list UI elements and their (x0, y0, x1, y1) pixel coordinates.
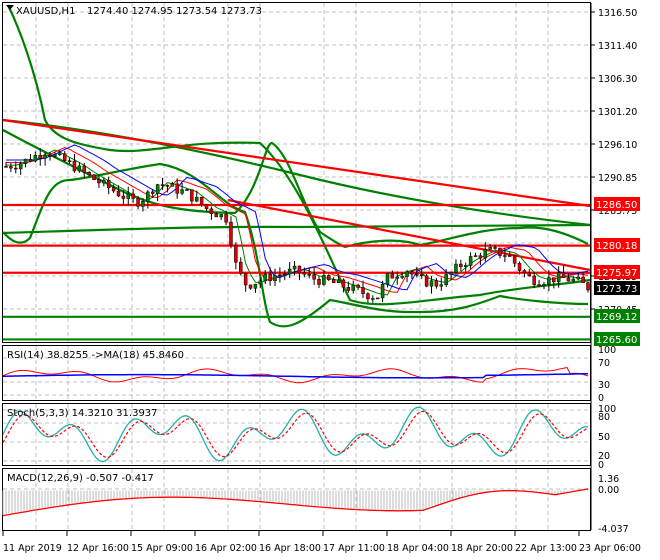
svg-text:1311.40: 1311.40 (598, 41, 637, 52)
svg-text:1269.12: 1269.12 (596, 312, 637, 323)
svg-text:16 Apr 18:00: 16 Apr 18:00 (259, 543, 321, 554)
svg-text:100: 100 (598, 345, 616, 356)
bollinger-bands (2, 4, 591, 328)
svg-text:1296.10: 1296.10 (598, 140, 637, 151)
rsi-panel (2, 366, 589, 384)
svg-text:1265.60: 1265.60 (596, 335, 637, 346)
svg-text:1290.85: 1290.85 (598, 173, 637, 184)
ohlc-values: 1274.40 1274.95 1273.54 1273.73 (87, 6, 262, 17)
svg-text:0.00: 0.00 (598, 485, 619, 496)
stoch-panel (2, 406, 589, 463)
svg-text:100: 100 (598, 404, 616, 415)
macd-panel (2, 488, 589, 517)
svg-text:1285.75: 1285.75 (598, 206, 637, 217)
dropdown-triangle-icon (6, 5, 14, 10)
svg-text:16 Apr 02:00: 16 Apr 02:00 (195, 543, 257, 554)
macd-title: MACD(12,26,9) -0.507 -0.417 (7, 473, 154, 484)
svg-text:12 Apr 16:00: 12 Apr 16:00 (67, 543, 129, 554)
svg-text:1306.30: 1306.30 (598, 74, 637, 85)
svg-text:23 Apr 06:00: 23 Apr 06:00 (579, 543, 641, 554)
main-title: XAUUSD,H1 1274.40 1274.95 1273.54 1273.7… (6, 5, 262, 17)
svg-text:22 Apr 13:00: 22 Apr 13:00 (515, 543, 577, 554)
horizontal-levels[interactable] (3, 203, 590, 341)
svg-text:30: 30 (598, 380, 610, 391)
svg-text:1273.73: 1273.73 (596, 284, 637, 295)
trend-lines[interactable] (2, 118, 591, 272)
svg-text:20: 20 (598, 451, 610, 462)
svg-text:17 Apr 11:00: 17 Apr 11:00 (323, 543, 385, 554)
svg-text:1.36: 1.36 (598, 474, 619, 485)
svg-text:50: 50 (598, 432, 610, 443)
svg-text:1301.20: 1301.20 (598, 107, 637, 118)
svg-text:-4.037: -4.037 (598, 524, 629, 535)
svg-text:70: 70 (598, 358, 610, 369)
svg-text:18 Apr 04:00: 18 Apr 04:00 (387, 543, 449, 554)
time-axis: 11 Apr 2019 12 Apr 16:00 15 Apr 09:00 16 Ap… (2, 531, 641, 554)
svg-text:1316.50: 1316.50 (598, 8, 637, 19)
svg-text:1275.97: 1275.97 (596, 268, 637, 279)
svg-text:1286.50: 1286.50 (596, 200, 637, 211)
stoch-title: Stoch(5,3,3) 14.3210 31.3937 (7, 408, 158, 419)
svg-text:0: 0 (598, 393, 604, 404)
svg-text:18 Apr 20:00: 18 Apr 20:00 (451, 543, 513, 554)
moving-averages (6, 144, 589, 296)
svg-text:1280.18: 1280.18 (596, 241, 637, 252)
svg-text:80: 80 (598, 412, 610, 423)
svg-text:0: 0 (598, 460, 604, 471)
price-level-tags: 1286.50 1280.18 1275.97 1273.73 1269.12 1265.… (594, 197, 640, 346)
price-candles (4, 147, 590, 303)
svg-text:15 Apr 09:00: 15 Apr 09:00 (131, 543, 193, 554)
svg-text:11 Apr 2019: 11 Apr 2019 (3, 543, 62, 554)
symbol-label: XAUUSD,H1 (16, 6, 75, 17)
rsi-title: RSI(14) 38.8255 ->MA(18) 45.8460 (7, 350, 184, 361)
